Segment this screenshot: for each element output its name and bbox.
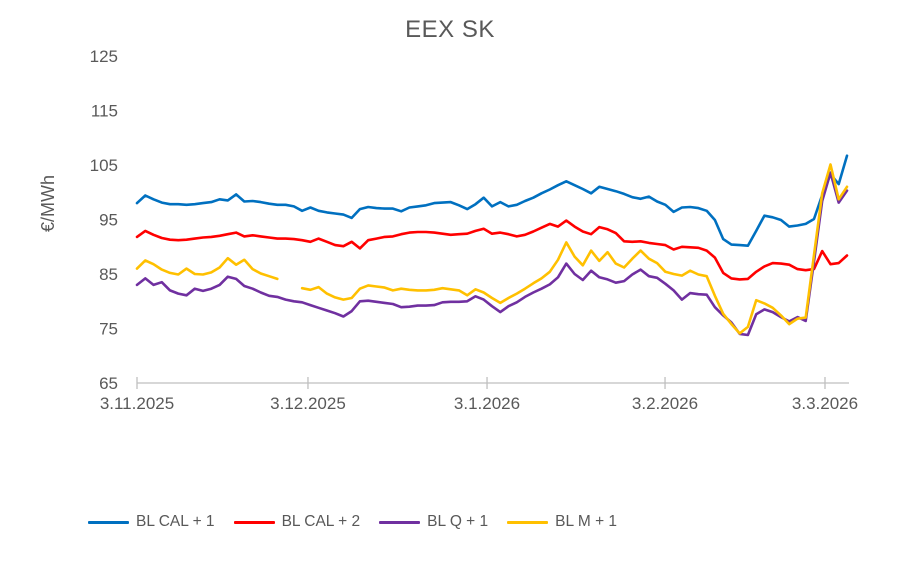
x-axis-tick-label: 3.11.2025 bbox=[100, 394, 174, 413]
legend-item-bl-cal-2: BL CAL + 2 bbox=[233, 513, 361, 531]
legend-line-swatch bbox=[507, 520, 549, 524]
series-line-bl-m-1 bbox=[135, 163, 849, 335]
y-axis-tick-label: 115 bbox=[91, 102, 118, 121]
y-axis-tick-label: 85 bbox=[99, 265, 118, 284]
x-axis-tick-label: 3.3.2026 bbox=[792, 394, 858, 413]
legend-item-bl-cal-1: BL CAL + 1 bbox=[88, 513, 215, 531]
legend-label: BL CAL + 2 bbox=[281, 513, 361, 530]
y-axis-tick-label: 75 bbox=[99, 320, 118, 339]
chart-title: EEX SK bbox=[405, 16, 495, 43]
legend-line-swatch bbox=[233, 520, 275, 524]
legend-line-swatch bbox=[88, 520, 129, 524]
series-line-bl-cal-2 bbox=[135, 219, 849, 281]
legend-line-swatch bbox=[379, 520, 421, 524]
y-axis-tick-label: 65 bbox=[99, 374, 118, 393]
y-axis-tick-label: 125 bbox=[90, 47, 118, 66]
y-axis-tick-label: 105 bbox=[90, 156, 118, 175]
legend-label: BL CAL + 1 bbox=[136, 513, 215, 530]
x-axis-tick-label: 3.1.2026 bbox=[454, 394, 520, 413]
x-axis-tick-label: 3.12.2025 bbox=[270, 394, 346, 413]
legend-item-bl-m-1: BL M + 1 bbox=[507, 513, 617, 531]
legend-label: BL M + 1 bbox=[555, 513, 618, 530]
legend-label: BL Q + 1 bbox=[427, 513, 489, 530]
legend-item-bl-q-1: BL Q + 1 bbox=[379, 513, 488, 531]
x-axis-tick-label: 3.2.2026 bbox=[632, 394, 698, 413]
series-line-bl-cal-1 bbox=[135, 154, 849, 247]
chart-legend: BL CAL + 1 BL CAL + 2 BL Q + 1 BL M + 1 bbox=[88, 513, 617, 531]
series-line-bl-q-1 bbox=[135, 171, 849, 337]
y-axis-tick-label: 95 bbox=[99, 211, 118, 230]
